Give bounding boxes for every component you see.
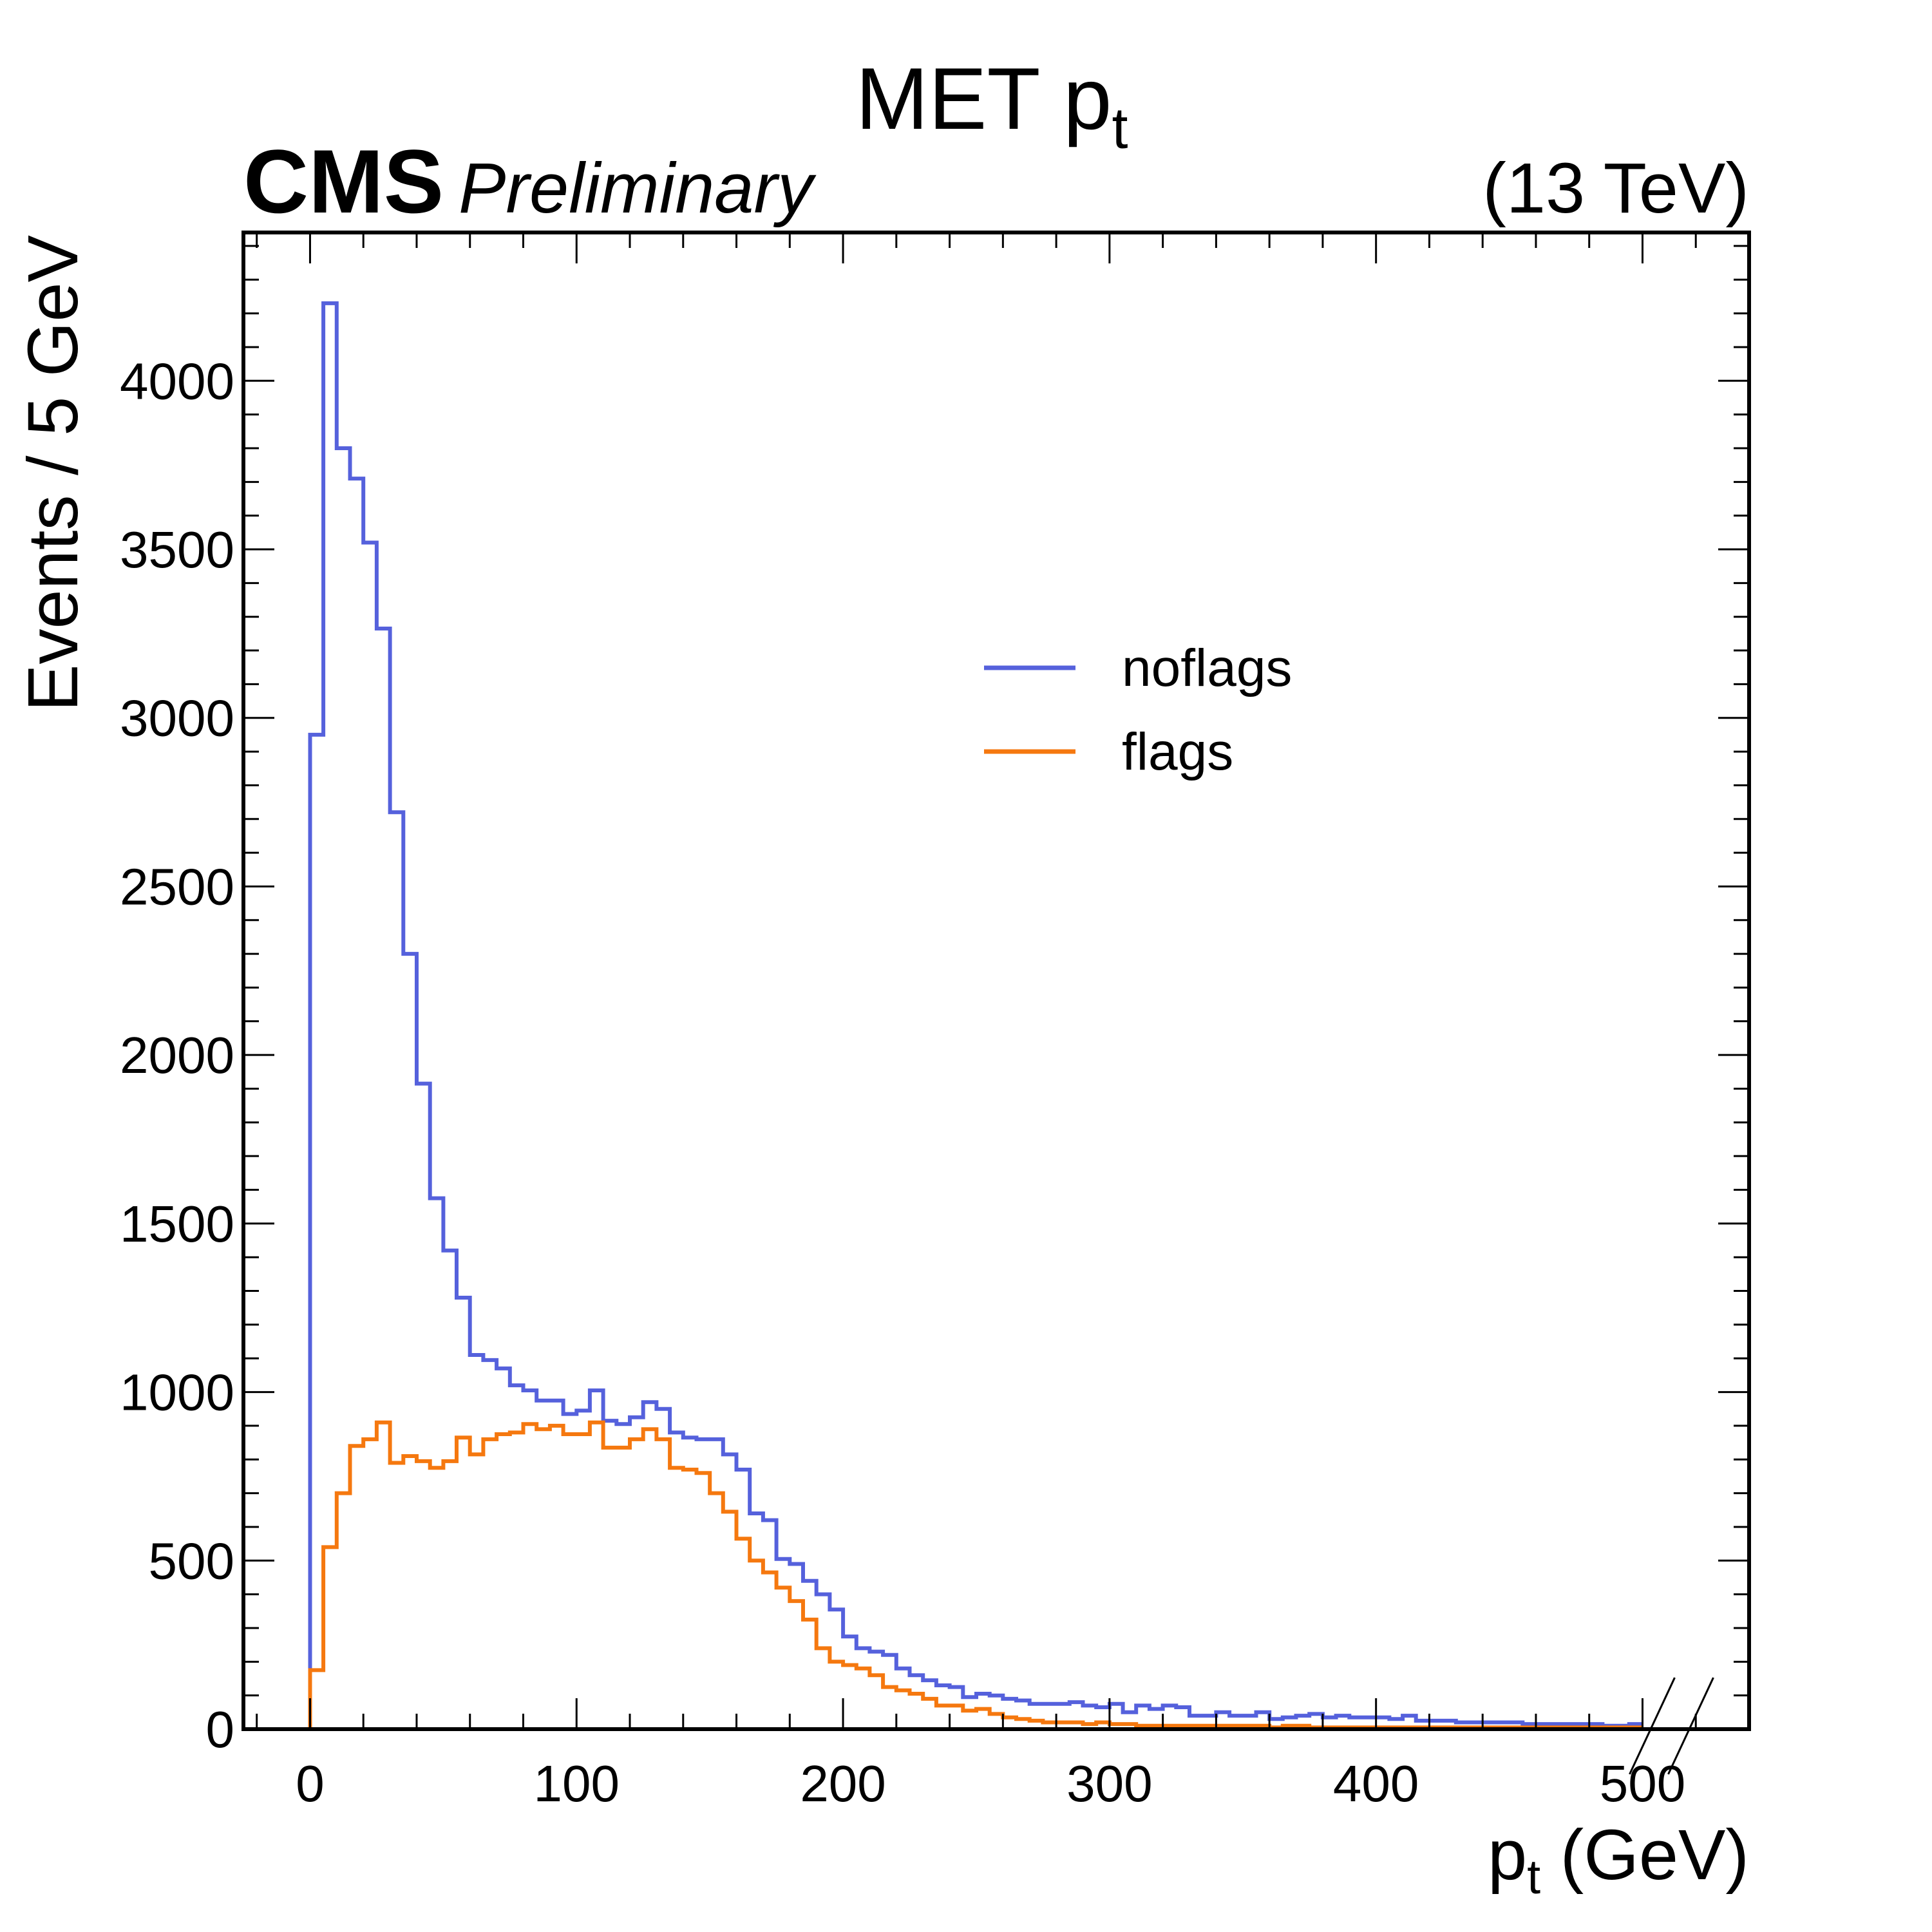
x-tick-label: 100: [534, 1755, 620, 1812]
plot-frame: [242, 231, 1751, 1731]
y-tick-label: 500: [149, 1532, 234, 1589]
x-tick-label: 400: [1333, 1755, 1419, 1812]
y-tick-label: 3000: [120, 690, 234, 747]
y-tick-labels: 0 500 1000 1500 2000 2500 3000 3500 4000: [120, 352, 234, 1758]
x-tick-labels: 0 100 200 300 400 500: [296, 1755, 1685, 1812]
overflow-break-marker: [1629, 1677, 1714, 1775]
tick-layer: [243, 232, 1750, 1730]
legend-label-noflags: noflags: [1122, 639, 1292, 697]
energy-label: (13 TeV): [1482, 149, 1749, 228]
x-tick-label: 0: [296, 1755, 325, 1812]
x-axis-label: pt (GeV): [1488, 1815, 1749, 1904]
chart-title-main: MET p: [855, 50, 1112, 147]
y-tick-label: 1500: [120, 1195, 234, 1253]
y-tick-label: 0: [206, 1701, 235, 1758]
legend-label-flags: flags: [1122, 723, 1233, 781]
y-tick-label: 3500: [120, 521, 234, 578]
experiment-label: CMS: [243, 131, 444, 232]
y-axis-label: Events / 5 GeV: [14, 235, 93, 712]
y-tick-label: 2000: [120, 1027, 234, 1084]
chart-title-subscript: t: [1112, 97, 1128, 161]
break-line: [1629, 1677, 1676, 1775]
x-axis-label-subscript: t: [1527, 1850, 1540, 1904]
y-tick-label: 1000: [120, 1364, 234, 1421]
x-tick-label: 200: [800, 1755, 886, 1812]
x-tick-label: 500: [1600, 1755, 1685, 1812]
x-tick-label: 300: [1066, 1755, 1152, 1812]
series-flags: [308, 1420, 1643, 1730]
series-layer: [308, 301, 1643, 1730]
x-axis-label-suffix: (GeV): [1540, 1815, 1749, 1895]
break-line: [1667, 1677, 1714, 1775]
series-noflags: [308, 301, 1643, 1729]
legend: noflags flags: [984, 639, 1292, 781]
x-axis-label-main: p: [1488, 1815, 1527, 1895]
experiment-status-label: Preliminary: [459, 149, 817, 228]
y-tick-label: 2500: [120, 858, 234, 915]
chart-title: MET pt: [855, 50, 1128, 161]
y-tick-label: 4000: [120, 352, 234, 410]
